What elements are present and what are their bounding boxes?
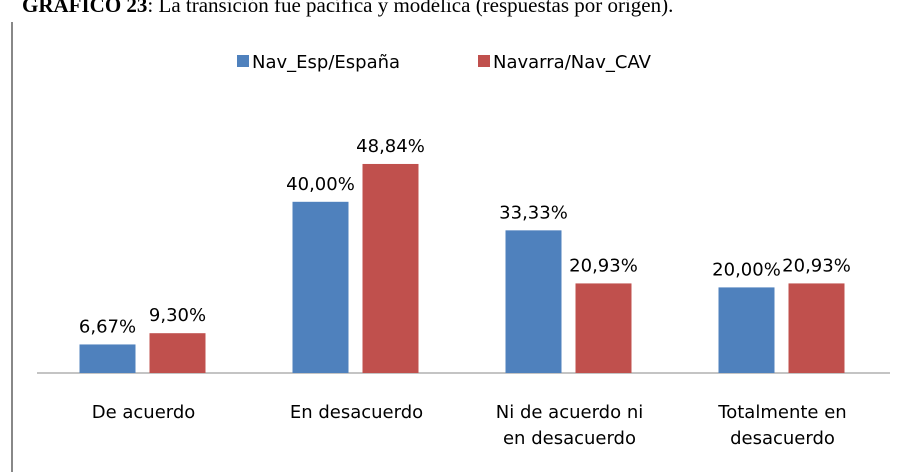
chart-title: GRÁFICO 23: La transición fue pacífica y… xyxy=(22,0,673,17)
legend-swatch xyxy=(237,55,249,67)
value-label: 33,33% xyxy=(499,202,568,223)
x-tick-line: en desacuerdo xyxy=(503,428,636,449)
title-text: : La transición fue pacífica y modélica … xyxy=(147,0,673,17)
title-number: GRÁFICO 23 xyxy=(22,0,147,17)
bar xyxy=(575,283,632,373)
legend-label: Navarra/Nav_CAV xyxy=(493,52,652,73)
x-tick-line: En desacuerdo xyxy=(290,402,423,423)
x-tick-line: desacuerdo xyxy=(730,428,835,449)
value-label: 48,84% xyxy=(356,136,425,157)
x-tick-line: De acuerdo xyxy=(92,402,196,423)
legend-swatch xyxy=(478,55,490,67)
bar xyxy=(788,283,845,373)
bar xyxy=(505,230,562,373)
bar xyxy=(292,201,349,373)
value-label: 6,67% xyxy=(79,316,136,337)
x-tick-label: En desacuerdo xyxy=(290,402,423,423)
value-label: 40,00% xyxy=(286,174,355,195)
value-label: 9,30% xyxy=(149,305,206,326)
legend-label: Nav_Esp/España xyxy=(252,52,400,73)
value-label: 20,00% xyxy=(712,259,781,280)
x-tick-label: De acuerdo xyxy=(92,402,196,423)
bar xyxy=(149,333,206,373)
value-label: 20,93% xyxy=(569,255,638,276)
value-label: 20,93% xyxy=(782,255,851,276)
bar xyxy=(79,344,136,373)
x-tick-label: Totalmente en desacuerdo xyxy=(717,402,846,449)
bar xyxy=(362,163,419,373)
x-tick-line: Totalmente en xyxy=(717,402,846,423)
bar xyxy=(718,287,775,373)
x-tick-line: Ni de acuerdo ni xyxy=(496,402,643,423)
x-tick-label: Ni de acuerdo ni en desacuerdo xyxy=(496,402,643,449)
